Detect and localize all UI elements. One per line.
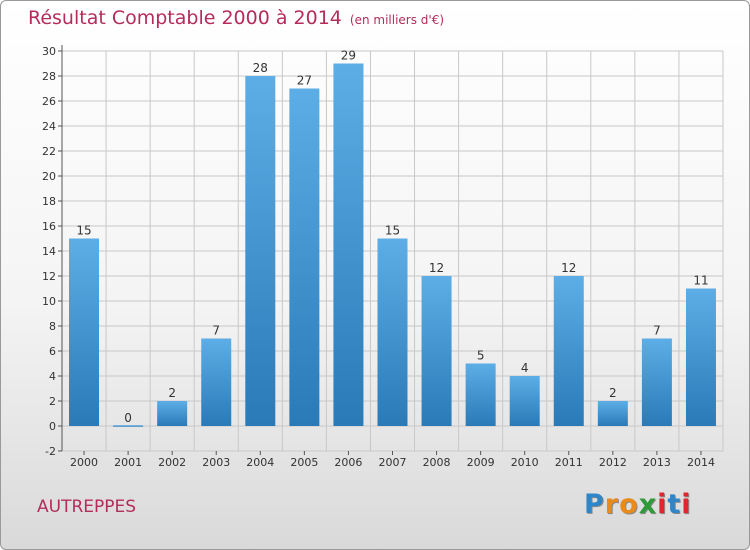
bar-2011	[553, 276, 584, 426]
bar-2001	[113, 425, 144, 427]
x-tick-label: 2004	[246, 456, 274, 469]
data-label-2006: 29	[341, 49, 356, 63]
bar-2004	[245, 76, 276, 426]
y-tick-label: 6	[49, 345, 56, 358]
x-tick-label: 2013	[643, 456, 671, 469]
bar-2000	[69, 238, 100, 426]
x-tick-label: 2014	[687, 456, 715, 469]
data-label-2012: 2	[609, 386, 617, 400]
bar-2012	[597, 401, 628, 426]
x-tick-label: 2008	[423, 456, 451, 469]
y-tick-label: 10	[42, 295, 56, 308]
data-label-2004: 28	[253, 61, 268, 75]
chart-title-block: Résultat Comptable 2000 à 2014 (en millie…	[28, 7, 444, 29]
y-tick-label: 8	[49, 320, 56, 333]
x-tick-label: 2003	[202, 456, 230, 469]
data-label-2010: 4	[521, 361, 529, 375]
bar-2006	[333, 63, 364, 426]
y-tick-label: 0	[49, 420, 56, 433]
x-tick-label: 2009	[467, 456, 495, 469]
x-tick-label: 2000	[70, 456, 98, 469]
data-label-2013: 7	[653, 324, 661, 338]
y-tick-label: 22	[42, 145, 56, 158]
chart-subtitle: (en milliers d'€)	[349, 13, 445, 27]
x-tick-label: 2001	[114, 456, 142, 469]
y-tick-label: 2	[49, 395, 56, 408]
y-tick-label: 28	[42, 70, 56, 83]
y-tick-label: 26	[42, 95, 56, 108]
data-label-2014: 11	[693, 274, 708, 288]
x-tick-label: 2012	[599, 456, 627, 469]
y-tick-label: 24	[42, 120, 56, 133]
logo-letter: P	[584, 489, 605, 520]
x-tick-label: 2011	[555, 456, 583, 469]
bar-2009	[465, 363, 496, 426]
data-label-2002: 2	[168, 386, 176, 400]
data-label-2009: 5	[477, 349, 485, 363]
data-label-2000: 15	[76, 224, 91, 238]
logo-letter: x	[638, 489, 658, 520]
x-tick-label: 2007	[379, 456, 407, 469]
y-tick-label: -2	[45, 445, 56, 458]
x-tick-label: 2010	[511, 456, 539, 469]
y-tick-label: 16	[42, 220, 56, 233]
logo-letter: i	[681, 489, 692, 520]
y-tick-label: 18	[42, 195, 56, 208]
y-tick-label: 30	[42, 45, 56, 58]
bar-2003	[201, 338, 232, 426]
bar-2014	[685, 288, 716, 426]
commune-name: AUTREPPES	[37, 497, 137, 517]
x-tick-label: 2002	[158, 456, 186, 469]
logo-letter: t	[667, 489, 682, 520]
data-label-2003: 7	[212, 324, 220, 338]
proxiti-logo: Proxiti	[584, 489, 692, 520]
bar-2013	[641, 338, 672, 426]
x-tick-label: 2006	[334, 456, 362, 469]
data-label-2011: 12	[561, 261, 576, 275]
logo-letter: i	[657, 489, 668, 520]
logo-letter: o	[619, 489, 639, 520]
bar-2007	[377, 238, 408, 426]
bar-2002	[157, 401, 188, 426]
y-tick-label: 4	[49, 370, 56, 383]
bar-2008	[421, 276, 452, 426]
data-label-2001: 0	[124, 411, 132, 425]
bar-2010	[509, 376, 540, 426]
bar-2005	[289, 88, 320, 426]
data-label-2008: 12	[429, 261, 444, 275]
data-label-2005: 27	[297, 74, 312, 88]
y-tick-label: 14	[42, 245, 56, 258]
x-tick-label: 2005	[290, 456, 318, 469]
logo-letter: r	[604, 489, 620, 520]
chart-title: Résultat Comptable 2000 à 2014	[28, 7, 342, 29]
y-tick-label: 20	[42, 170, 56, 183]
y-tick-label: 12	[42, 270, 56, 283]
data-label-2007: 15	[385, 224, 400, 238]
